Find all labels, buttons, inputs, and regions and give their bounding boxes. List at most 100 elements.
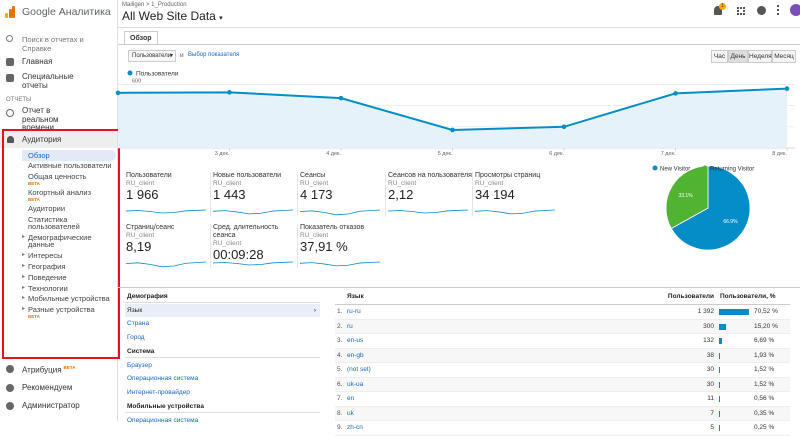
language[interactable]: uk [347,407,354,421]
column-header: Пользователи, % [720,290,776,304]
metric-name: Пользователи [126,172,210,180]
rank: 3. [337,334,342,348]
point [339,96,344,101]
sparkline [300,262,380,266]
x-tick-label: 7 дек. [661,151,676,157]
legend-label: New Visitor [660,167,690,173]
language[interactable]: ru-ru [347,305,361,319]
users: 38 [707,349,714,363]
metric-value: 00:09:28 [213,248,297,262]
card-divider [210,224,211,268]
share: 0,25 % [754,421,774,435]
metric-value: 1 966 [126,188,210,202]
y-tick-label: 600 [132,78,141,84]
point [673,91,678,96]
rank: 8. [337,407,342,421]
language[interactable]: en-us [347,334,363,348]
metric-value: 4 173 [300,188,384,202]
share-bar [719,382,720,388]
language[interactable]: (not set) [347,363,371,377]
card-divider [385,172,386,216]
metric-name: Сеансы [300,172,384,180]
metric-value: 37,91 % [300,240,384,254]
point [785,86,790,91]
language[interactable]: zh-cn [347,421,363,435]
dimension-group: Система [125,345,320,358]
metric-name: Сред. длительность сеанса [213,224,297,240]
dimension-link[interactable]: Город [125,331,320,344]
rank: 7. [337,392,342,406]
share: 0,56 % [754,392,774,406]
users: 30 [707,363,714,377]
language[interactable]: en-gb [347,349,364,363]
card-divider [297,172,298,216]
rank: 9. [337,421,342,435]
share: 70,52 % [754,305,778,319]
sparkline [213,210,293,214]
legend-label: Returning Visitor [710,167,754,173]
dimension-group: Демография [125,290,320,303]
users: 11 [707,392,714,406]
point [450,128,455,133]
table-row: 5. (not set) 30 1,52 % [335,363,790,378]
dimension-link[interactable]: Интернет-провайдер [125,386,320,399]
x-tick-label: 5 дек. [438,151,453,157]
column-header: Язык [347,290,364,304]
sparkline [388,210,468,213]
x-tick-label: 6 дек. [549,151,564,157]
x-tick-label: 4 дек. [326,151,341,157]
point [227,90,232,95]
card-divider [210,172,211,216]
rank: 1. [337,305,342,319]
dimension-link[interactable]: Язык› [125,304,320,317]
table-row: 7. en 11 0,56 % [335,392,790,407]
divider [118,287,800,288]
chevron: › [314,304,316,317]
share-bar [719,338,722,344]
language[interactable]: uk-ua [347,378,363,392]
share: 1,52 % [754,378,774,392]
slice-label: 33.1% [678,193,693,199]
dimension-link[interactable]: Страна [125,317,320,330]
rank: 4. [337,349,342,363]
language[interactable]: ru [347,320,353,334]
share: 15,20 % [754,320,778,334]
dimension-link[interactable]: Операционная система [125,414,320,427]
column-header: Пользователи [668,290,714,304]
share-bar [719,324,726,330]
area [118,89,787,148]
share-bar [719,353,720,359]
page: Google Аналитика Поиск в отчетах и Справ… [0,0,800,421]
table-row: 8. uk 7 0,35 % [335,407,790,422]
x-tick-label: 8 дек. [772,151,787,157]
share: 6,69 % [754,334,774,348]
legend-label: Пользователи [136,71,179,78]
card-divider [472,172,473,216]
users: 7 [710,407,714,421]
point [562,124,567,129]
metric-name: Показатель отказов [300,224,384,232]
share: 1,52 % [754,363,774,377]
rank: 2. [337,320,342,334]
share: 0,35 % [754,407,774,421]
dimension-link[interactable]: Браузер [125,359,320,372]
language[interactable]: en [347,392,354,406]
dimension-link[interactable]: Операционная система [125,372,320,385]
rank: 5. [337,363,342,377]
users: 132 [703,334,714,348]
sparkline [475,210,555,214]
users: 300 [703,320,714,334]
table-row: 3. en-us 132 6,69 % [335,334,790,349]
metric-name: Новые пользователи [213,172,297,180]
metric-name: Сеансов на пользователя [388,172,472,180]
metric-name: Страниц/сеанс [126,224,210,232]
